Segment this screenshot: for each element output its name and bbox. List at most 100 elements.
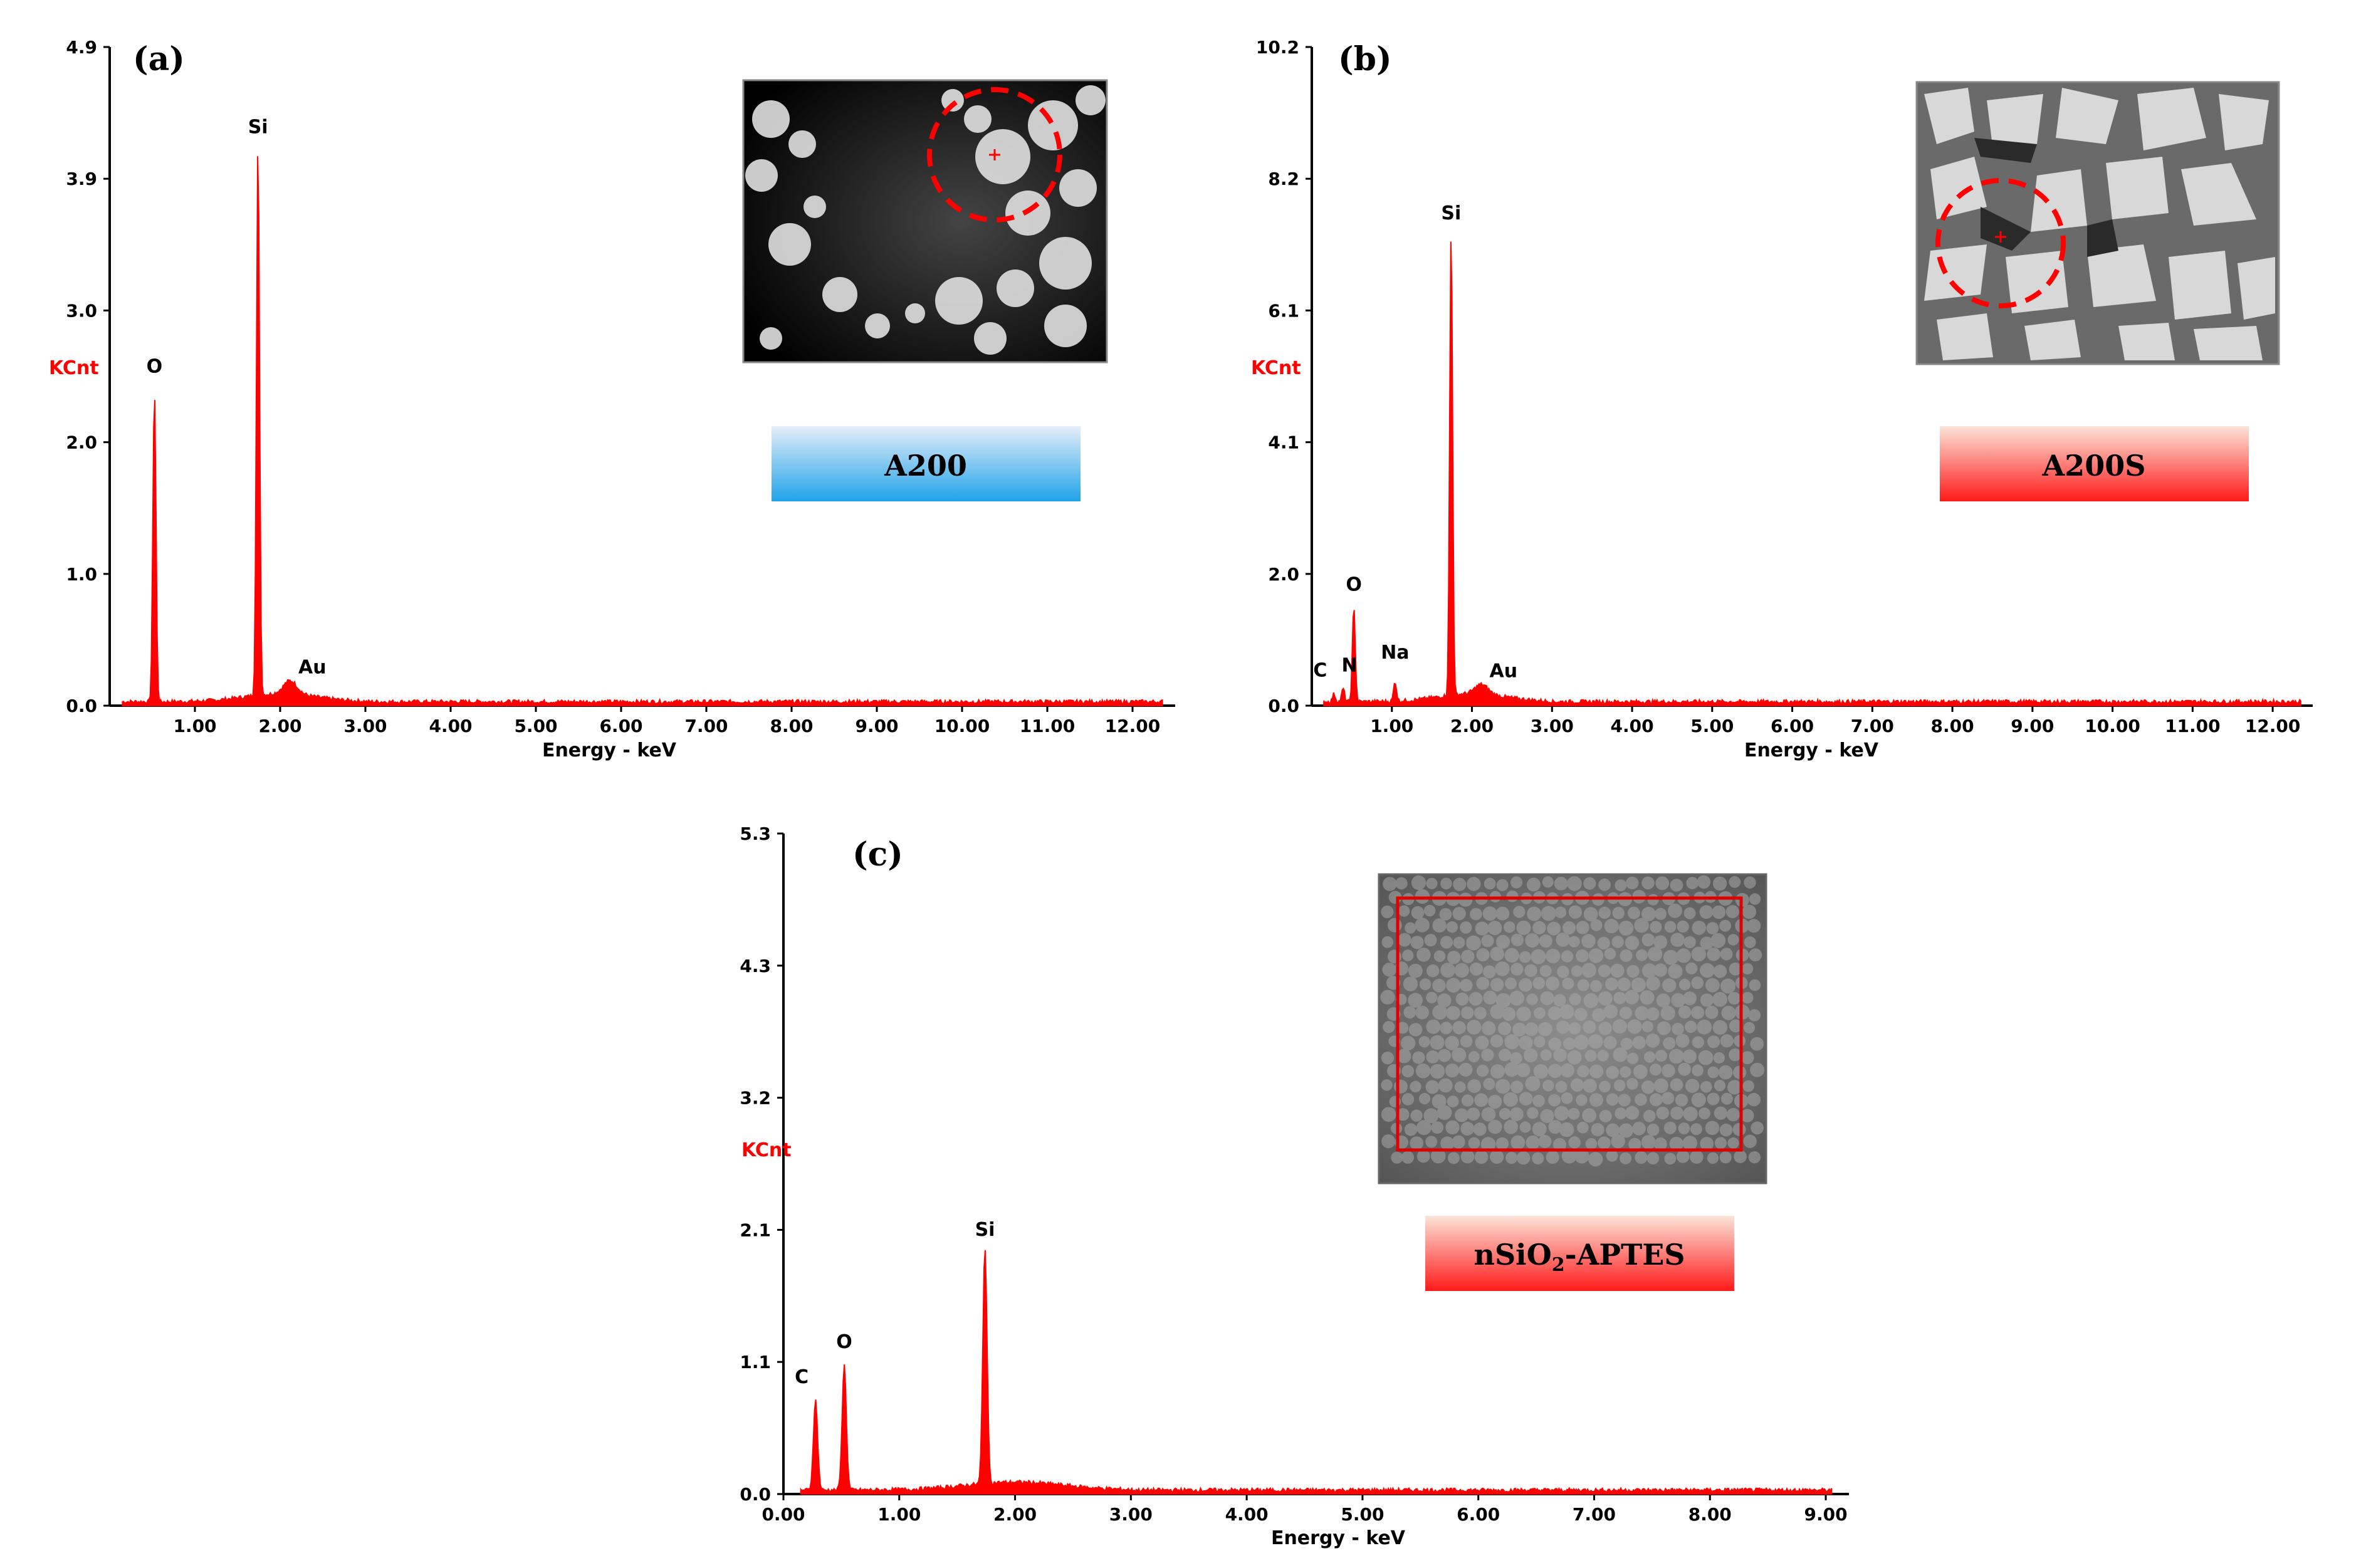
y-tick-label: 2.0 [66,432,97,453]
panel-c: (c) 0.0 1.1 2.1 3.2 4.3 5.3 0.00 1.00 2.00 3.00 4… [740,823,1849,1549]
panel-a-ylabel: KCnt [49,357,99,379]
panel-a-analysis-circle [927,87,1062,222]
panel-b-ylabel: KCnt [1251,357,1301,379]
y-tick-label: 4.9 [66,37,97,58]
x-tick-label: 4.00 [1225,1504,1269,1525]
x-tick-label: 1.00 [1370,716,1413,736]
x-tick-label: 6.00 [1771,716,1814,736]
x-tick-label: 4.00 [1610,716,1653,736]
y-tick-label: 0.0 [1268,696,1299,716]
panel-b-sem-inset [1915,81,2280,365]
y-tick-label: 4.1 [1268,432,1299,453]
y-tick-label: 3.2 [740,1088,771,1109]
x-tick-label: 12.00 [2245,716,2301,736]
y-tick-label: 10.2 [1256,37,1299,58]
x-tick-label: 10.00 [2085,716,2140,736]
peak-label-au: Au [1490,661,1518,682]
x-tick-label: 1.00 [173,716,216,736]
y-tick-label: 1.1 [740,1352,771,1372]
x-tick-label: 2.00 [1450,716,1494,736]
panel-c-sem-inset [1378,873,1767,1184]
y-tick-label: 4.3 [740,956,771,976]
x-tick-label: 2.00 [258,716,301,736]
peak-label-c: C [795,1366,809,1388]
x-tick-label: 5.00 [1690,716,1734,736]
panel-b-y-ticks: 0.0 2.0 4.1 6.1 8.2 10.2 [1256,37,1312,716]
x-tick-label: 10.00 [934,716,990,736]
x-tick-label: 0.00 [762,1504,805,1525]
peak-label-si: Si [1441,202,1461,224]
panel-a-spectrum-line [122,156,1163,706]
y-tick-label: 3.9 [66,169,97,189]
panel-b-label: (b) [1338,40,1392,78]
y-tick-label: 0.0 [740,1484,771,1505]
panel-b-badge: A200S [1940,426,2249,501]
x-tick-label: 6.00 [599,716,642,736]
panel-c-spectrum-line [800,1250,1833,1495]
peak-label-si: Si [975,1219,995,1241]
y-tick-label: 5.3 [740,823,771,844]
peak-label-n: N [1342,654,1358,676]
x-tick-label: 7.00 [1851,716,1894,736]
panel-c-x-ticks: 0.00 1.00 2.00 3.00 4.00 5.00 6.00 7.00 8.00 9.00 [762,1494,1848,1525]
x-tick-label: 8.00 [1931,716,1974,736]
x-tick-label: 3.00 [1109,1504,1153,1525]
peak-label-na: Na [1381,642,1409,664]
y-tick-label: 3.0 [66,300,97,321]
x-tick-label: 11.00 [2165,716,2221,736]
panel-a-xlabel: Energy - keV [542,740,677,761]
panel-c-analysis-region [1396,896,1743,1152]
peak-label-o: O [1346,574,1362,596]
panel-b-analysis-circle [1935,178,2066,308]
panel-b-badge-label: A200S [2042,449,2146,483]
panel-a: (a) 0.0 1.0 2.0 3.0 3.9 4.9 1.00 2.00 3.00 4.00 5… [49,37,1175,761]
panel-c-badge-label: nSiO2-APTES [1474,1238,1685,1276]
y-tick-label: 8.2 [1268,169,1299,189]
panel-a-label: (a) [133,40,185,78]
x-tick-label: 5.00 [1341,1504,1384,1525]
panel-a-badge: A200 [772,426,1081,501]
panel-a-crosshair-icon [989,149,1000,160]
peak-label-c: C [1313,660,1327,682]
x-tick-label: 8.00 [1688,1504,1732,1525]
panel-c-label: (c) [852,835,903,874]
x-tick-label: 3.00 [343,716,387,736]
y-tick-label: 1.0 [66,564,97,585]
panel-c-peak-labels: C O Si [795,1219,995,1388]
x-tick-label: 9.00 [1804,1504,1847,1525]
x-tick-label: 3.00 [1531,716,1574,736]
peak-label-o: O [836,1331,852,1353]
panel-b: (b) 0.0 2.0 4.1 6.1 8.2 10.2 1.00 2.00 3.00 4.00… [1251,37,2313,761]
y-tick-label: 0.0 [66,696,97,716]
x-tick-label: 1.00 [877,1504,921,1525]
x-tick-label: 9.00 [2011,716,2054,736]
peak-label-si: Si [248,117,268,139]
x-tick-label: 12.00 [1105,716,1161,736]
panel-c-ylabel: KCnt [741,1139,792,1161]
panel-a-sem-inset [742,79,1108,363]
panel-a-peak-labels: O Si Au [147,117,327,679]
panel-c-y-ticks: 0.0 1.1 2.1 3.2 4.3 5.3 [740,823,783,1505]
panel-a-x-ticks: 1.00 2.00 3.00 4.00 5.00 6.00 7.00 8.00 9.00 10.0… [173,706,1160,736]
x-tick-label: 7.00 [684,716,728,736]
x-tick-label: 9.00 [855,716,898,736]
y-tick-label: 2.0 [1268,564,1299,585]
panel-b-spectrum-line [1323,241,2301,706]
x-tick-label: 4.00 [429,716,472,736]
panel-b-x-ticks: 1.00 2.00 3.00 4.00 5.00 6.00 7.00 8.00 9.00 10.0… [1370,706,2300,736]
panel-a-badge-label: A200 [884,449,967,483]
x-tick-label: 5.00 [514,716,557,736]
x-tick-label: 7.00 [1573,1504,1616,1525]
peak-label-au: Au [298,657,327,679]
y-tick-label: 6.1 [1268,300,1299,321]
x-tick-label: 8.00 [770,716,813,736]
panel-a-y-ticks: 0.0 1.0 2.0 3.0 3.9 4.9 [66,37,110,716]
x-tick-label: 2.00 [993,1504,1037,1525]
panel-c-xlabel: Energy - keV [1271,1527,1406,1549]
panel-b-peak-labels: C N O Na Si Au [1313,202,1517,682]
y-tick-label: 2.1 [740,1220,771,1240]
x-tick-label: 11.00 [1020,716,1076,736]
panel-b-xlabel: Energy - keV [1744,740,1879,761]
panel-b-crosshair-icon [1995,231,2006,243]
